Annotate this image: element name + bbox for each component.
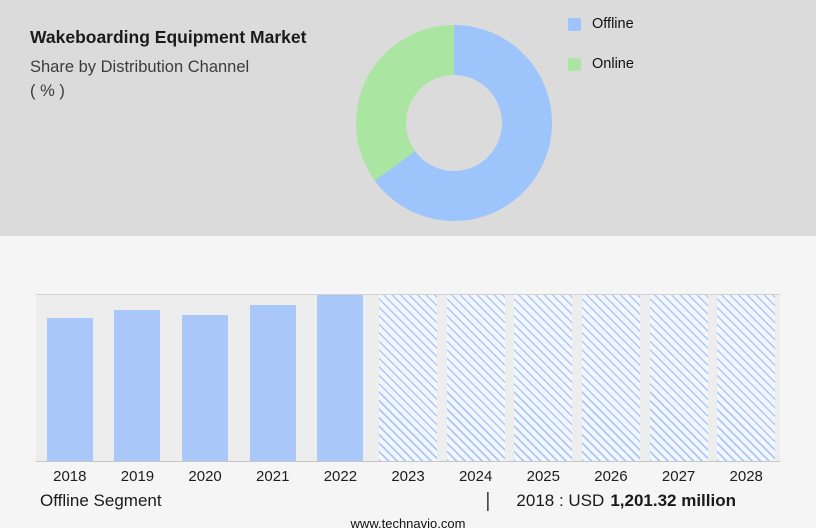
x-tick-label-2023: 2023	[391, 468, 425, 485]
chart-subtitle: Share by Distribution Channel	[30, 58, 250, 77]
bar-slot-2026	[577, 295, 645, 461]
x-tick-label-2027: 2027	[661, 468, 696, 485]
forecast-bar-2024	[446, 295, 505, 461]
x-tick-label-2024: 2024	[458, 468, 493, 485]
x-tick-label-2026: 2026	[594, 468, 628, 485]
offline-swatch	[568, 17, 581, 31]
x-tick-label-2018: 2018	[53, 468, 87, 485]
stat-prefix: 2018 : USD	[516, 491, 605, 510]
bar-2020	[182, 314, 229, 461]
x-tick-label-2025: 2025	[526, 468, 560, 485]
bar-slot-2018	[36, 295, 104, 461]
forecast-bar-2027	[649, 295, 708, 461]
unit-label: ( % )	[30, 81, 65, 100]
legend-item-online: Online	[568, 56, 634, 72]
x-tick-label-2020: 2020	[188, 468, 222, 485]
legend-label-offline: Offline	[592, 16, 634, 32]
bar-slot-2024	[442, 295, 510, 461]
bar-chart	[36, 294, 780, 462]
segment-label: Offline Segment	[40, 491, 162, 510]
forecast-bar-2023	[379, 295, 438, 461]
bar-slot-2025	[509, 295, 577, 461]
chart-legend: Offline Online	[568, 16, 634, 96]
x-tick-label-2019: 2019	[120, 468, 155, 485]
donut-chart	[356, 25, 552, 221]
bar-2021	[249, 304, 296, 461]
legend-item-offline: Offline	[568, 16, 634, 32]
bar-slot-2019	[104, 295, 172, 461]
x-tick-label-2021: 2021	[256, 468, 290, 485]
stat-value: 1,201.32 million	[610, 491, 736, 510]
x-tick-label-2022: 2022	[323, 468, 358, 485]
forecast-bar-2026	[581, 295, 640, 461]
footer-row: Offline Segment | 2018 : USD 1,201.32 mi…	[40, 488, 736, 514]
legend-label-online: Online	[592, 56, 634, 72]
website-link[interactable]: www.technavio.com	[350, 516, 466, 528]
bar-slot-2021	[239, 295, 307, 461]
bar-slot-2020	[171, 295, 239, 461]
bar-2019	[114, 309, 161, 461]
stat-separator: |	[485, 489, 491, 512]
bar-2018	[46, 318, 93, 461]
x-tick-label-2028: 2028	[729, 468, 763, 485]
online-swatch	[568, 57, 581, 71]
forecast-bar-2028	[717, 295, 776, 461]
x-axis-labels: 2018 2019 2020 2021 2022 2023 2024 2025 2026 2027…	[36, 468, 780, 485]
bar-slot-2022	[307, 295, 375, 461]
forecast-bar-2025	[514, 295, 573, 461]
donut-hole	[406, 75, 502, 171]
page-title: Wakeboarding Equipment Market	[30, 27, 307, 47]
bar-slot-2028	[712, 295, 780, 461]
bar-2022	[317, 295, 364, 461]
stat-group: | 2018 : USD 1,201.32 million	[485, 490, 736, 513]
title-block: Wakeboarding Equipment Market Share by D…	[30, 24, 320, 103]
bar-slot-2023	[374, 295, 442, 461]
summary-panel: Wakeboarding Equipment Market Share by D…	[0, 0, 816, 236]
bar-slot-2027	[645, 295, 713, 461]
bar-chart-panel: 2018 2019 2020 2021 2022 2023 2024 2025 2026 2027…	[0, 236, 816, 528]
